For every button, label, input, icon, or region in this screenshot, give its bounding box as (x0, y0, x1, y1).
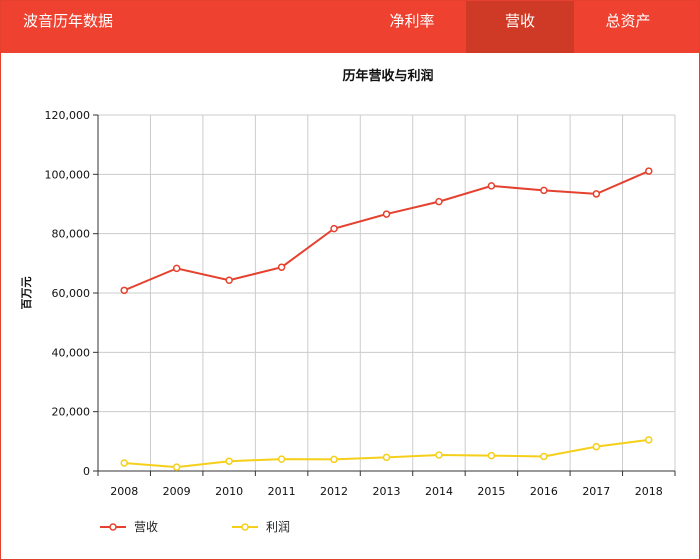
x-tick-label: 2013 (373, 485, 401, 498)
y-axis-label: 百万元 (20, 277, 33, 310)
x-tick-label: 2011 (268, 485, 296, 498)
data-point[interactable] (277, 263, 286, 271)
x-tick-label: 2010 (215, 485, 243, 498)
series-group (120, 167, 653, 471)
x-tick-label: 2017 (582, 485, 610, 498)
data-point[interactable] (487, 182, 496, 190)
legend-item[interactable]: 利润 (232, 520, 290, 534)
data-point[interactable] (592, 190, 601, 198)
x-tick-label: 2015 (477, 485, 505, 498)
data-point[interactable] (435, 197, 443, 206)
y-tick-label: 100,000 (45, 168, 91, 181)
app-title: 波音历年数据 (23, 12, 114, 30)
data-point[interactable] (225, 276, 233, 284)
legend-label: 利润 (266, 520, 290, 534)
y-tick-label: 120,000 (45, 109, 91, 122)
line-chart: 历年营收与利润 0 20,000 40,000 60,000 80,000 100,000… (20, 68, 676, 534)
data-point[interactable] (487, 451, 496, 460)
x-tick-label: 2018 (635, 485, 663, 498)
legend-label: 营收 (134, 520, 158, 534)
tab-total-assets[interactable]: 总资产 (605, 12, 651, 30)
tab-revenue[interactable]: 营收 (466, 1, 574, 53)
data-point[interactable] (120, 459, 128, 467)
data-point[interactable] (277, 455, 286, 463)
data-point[interactable] (645, 167, 653, 175)
data-point[interactable] (382, 210, 391, 218)
legend: 营收 利润 (100, 520, 290, 534)
x-tick-label: 2014 (425, 485, 453, 498)
legend-swatch-marker (109, 523, 117, 531)
data-point[interactable] (330, 455, 338, 464)
data-point[interactable] (435, 451, 443, 459)
y-tick-label: 80,000 (52, 228, 91, 241)
data-point[interactable] (540, 452, 548, 461)
data-point[interactable] (540, 186, 548, 195)
axes (93, 114, 676, 476)
data-point[interactable] (172, 264, 181, 273)
data-point[interactable] (225, 457, 233, 465)
legend-item[interactable]: 营收 (100, 520, 158, 534)
y-tick-label: 20,000 (52, 406, 91, 419)
data-point[interactable] (172, 463, 181, 471)
data-point[interactable] (382, 453, 391, 462)
x-tick-label: 2016 (530, 485, 558, 498)
y-tick-label: 40,000 (52, 346, 91, 359)
chart-title: 历年营收与利润 (342, 68, 433, 84)
data-point[interactable] (120, 286, 128, 295)
series-revenue (120, 167, 653, 295)
data-point[interactable] (645, 436, 653, 444)
legend-swatch-marker (241, 523, 249, 531)
y-tick-label: 0 (83, 465, 90, 478)
tab-net-margin[interactable]: 净利率 (389, 12, 435, 30)
y-tick-label: 60,000 (52, 287, 91, 300)
data-point[interactable] (592, 442, 601, 451)
x-tick-label: 2008 (110, 485, 138, 498)
x-tick-label: 2012 (320, 485, 348, 498)
x-tick-labels: 2008 2009 2010 2011 2012 2013 2014 2015 2016 2017… (110, 485, 663, 498)
y-tick-labels: 0 20,000 40,000 60,000 80,000 100,000 120,000 (45, 109, 91, 478)
header-bar: 波音历年数据 净利率 营收 总资产 (1, 1, 699, 53)
data-point[interactable] (330, 224, 338, 233)
series-profit (120, 436, 653, 471)
grid-lines (98, 114, 676, 471)
x-tick-label: 2009 (163, 485, 191, 498)
